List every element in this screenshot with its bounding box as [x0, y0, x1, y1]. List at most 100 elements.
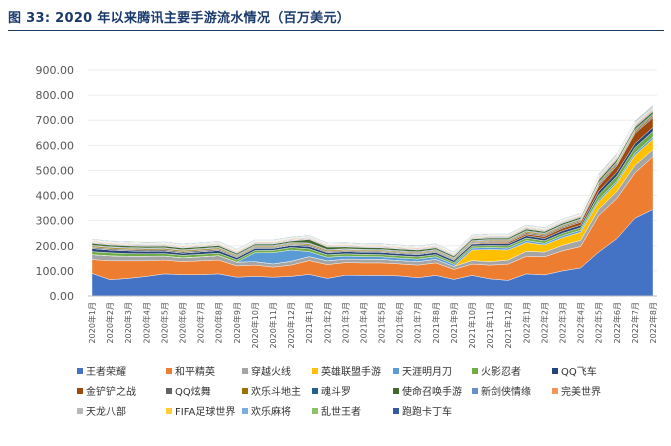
x-tick-label: 2020年2月 [105, 302, 115, 343]
legend-item: 英雄联盟手游 [312, 365, 381, 378]
y-axis-ticks: 0.00 100.00 200.00 300.00 400.00 500.00 600.00… [36, 64, 75, 303]
x-tick-label: 2021年8月 [431, 302, 441, 343]
legend-swatch [552, 368, 558, 374]
legend-label: 英雄联盟手游 [321, 365, 381, 378]
x-tick-label: 2020年8月 [214, 302, 224, 343]
legend-label: 欢乐麻将 [251, 405, 291, 418]
legend-swatch [472, 388, 478, 394]
legend-item: 金铲铲之战 [77, 385, 136, 398]
legend-item: QQ炫舞 [166, 385, 211, 398]
legend-swatch [242, 368, 248, 374]
legend-label: 魂斗罗 [321, 385, 351, 398]
legend-item: 火影忍者 [472, 366, 521, 378]
x-tick-label: 2021年9月 [449, 302, 459, 343]
legend-swatch [393, 408, 399, 414]
title-divider [8, 30, 664, 31]
series-areas [91, 104, 654, 297]
x-tick-label: 2021年7月 [413, 302, 423, 343]
legend-item: 乱世王者 [312, 406, 361, 418]
legend-label: 跑跑卡丁车 [402, 405, 452, 418]
x-tick-label: 2021年6月 [395, 302, 405, 343]
legend-swatch [393, 388, 399, 394]
legend-label: 新剑侠情缘 [481, 385, 531, 398]
legend-swatch [166, 408, 172, 414]
legend-label: 天龙八部 [86, 405, 126, 418]
x-tick-label: 2020年3月 [123, 302, 133, 343]
legend-label: 欢乐斗地主 [251, 385, 301, 398]
legend-swatch [77, 368, 83, 374]
y-tick-label: 400.00 [36, 190, 75, 203]
y-tick-label: 500.00 [36, 164, 75, 177]
y-tick-label: 200.00 [36, 240, 75, 253]
x-tick-label: 2020年10月 [250, 302, 260, 349]
legend-swatch [472, 368, 478, 374]
legend-label: QQ飞车 [561, 365, 597, 378]
x-tick-label: 2021年12月 [503, 302, 513, 349]
x-tick-label: 2021年1月 [304, 302, 314, 343]
x-tick-label: 2022年8月 [648, 302, 658, 343]
x-tick-label: 2021年4月 [358, 302, 368, 343]
legend-swatch [552, 388, 558, 394]
legend-item: 魂斗罗 [312, 385, 351, 398]
y-tick-label: 300.00 [36, 215, 75, 228]
legend-label: 乱世王者 [321, 406, 361, 418]
legend-item: 穿越火线 [242, 365, 291, 378]
x-tick-label: 2020年6月 [177, 302, 187, 343]
x-tick-label: 2020年4月 [141, 302, 151, 343]
legend-item: 新剑侠情缘 [472, 385, 531, 398]
legend-item: 使命召唤手游 [393, 385, 462, 398]
legend-item: QQ飞车 [552, 365, 597, 378]
legend-swatch [312, 368, 318, 374]
legend-swatch [166, 368, 172, 374]
legend-swatch [242, 408, 248, 414]
legend-label: QQ炫舞 [175, 385, 211, 398]
legend-label: 王者荣耀 [86, 366, 126, 378]
x-tick-label: 2021年10月 [467, 302, 477, 349]
legend-label: 使命召唤手游 [402, 385, 462, 398]
x-tick-label: 2022年2月 [539, 302, 549, 343]
x-tick-label: 2022年7月 [630, 302, 640, 343]
legend-swatch [312, 408, 318, 414]
legend-item: 完美世界 [552, 385, 601, 398]
legend-swatch [312, 388, 318, 394]
series-area-18 [91, 104, 654, 253]
x-tick-label: 2022年5月 [594, 302, 604, 343]
y-tick-label: 100.00 [36, 265, 75, 278]
legend-swatch [166, 388, 172, 394]
x-tick-label: 2021年5月 [377, 302, 387, 343]
x-tick-label: 2022年3月 [558, 302, 568, 343]
x-tick-label: 2022年1月 [521, 302, 531, 343]
legend-swatch [77, 388, 83, 394]
x-tick-label: 2021年3月 [340, 302, 350, 343]
legend-label: 穿越火线 [251, 365, 291, 378]
x-tick-label: 2021年2月 [322, 302, 332, 343]
x-tick-label: 2021年11月 [485, 302, 495, 349]
x-tick-label: 2022年6月 [612, 302, 622, 343]
x-tick-label: 2020年7月 [196, 302, 206, 343]
y-tick-label: 0.00 [50, 290, 75, 303]
chart-title: 图 33: 2020 年以来腾讯主要手游流水情况（百万美元） [8, 11, 351, 26]
x-tick-label: 2020年1月 [87, 302, 97, 343]
legend-item: FIFA足球世界 [166, 405, 235, 418]
legend-swatch [393, 368, 399, 374]
y-tick-label: 900.00 [36, 64, 75, 77]
y-tick-label: 700.00 [36, 114, 75, 127]
legend-item: 天龙八部 [77, 405, 126, 418]
legend-item: 欢乐麻将 [242, 405, 291, 418]
x-tick-label: 2020年12月 [286, 302, 296, 349]
legend-item: 和平精英 [166, 365, 215, 378]
legend-label: FIFA足球世界 [175, 405, 235, 418]
legend-label: 和平精英 [175, 365, 215, 378]
legend-item: 跑跑卡丁车 [393, 405, 452, 418]
legend-swatch [77, 408, 83, 414]
legend-item: 王者荣耀 [77, 366, 126, 378]
legend-label: 天涯明月刀 [402, 365, 452, 378]
legend-item: 天涯明月刀 [393, 365, 452, 378]
legend-label: 完美世界 [561, 385, 601, 398]
legend-swatch [242, 388, 248, 394]
x-tick-label: 2020年9月 [232, 302, 242, 343]
x-tick-label: 2022年4月 [576, 302, 586, 343]
x-axis-ticks: 2020年1月 2020年2月 2020年3月 2020年4月 2020年5月 2020年… [87, 302, 658, 349]
